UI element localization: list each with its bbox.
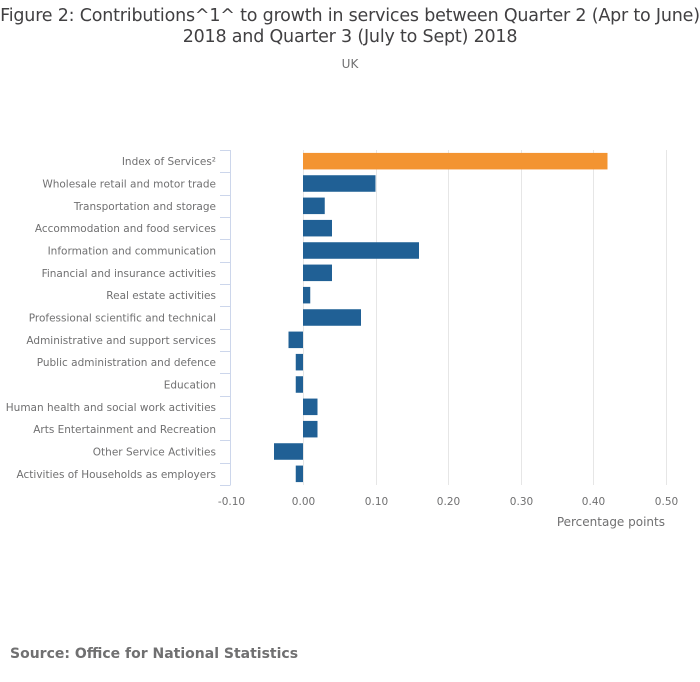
bar bbox=[303, 197, 325, 215]
x-axis: -0.10 0.00 0.10 0.20 0.30 0.40 0.50 bbox=[218, 496, 678, 508]
category-label: Financial and insurance activities bbox=[42, 268, 216, 280]
category-label: Administrative and support services bbox=[26, 335, 216, 347]
category-label: Transportation and storage bbox=[73, 201, 216, 213]
category-label: Public administration and defence bbox=[37, 357, 216, 369]
y-axis: Index of Services² Wholesale retail and m… bbox=[6, 150, 231, 486]
bar bbox=[303, 175, 376, 192]
x-tick-label: 0.00 bbox=[292, 496, 315, 508]
bar bbox=[303, 286, 311, 304]
bar bbox=[303, 309, 361, 326]
category-label: Real estate activities bbox=[106, 290, 216, 302]
x-tick-label: 0.50 bbox=[655, 496, 678, 508]
category-label: Index of Services² bbox=[122, 156, 216, 168]
x-tick-label: 0.20 bbox=[437, 496, 460, 508]
bar bbox=[288, 331, 303, 349]
x-axis-title: Percentage points bbox=[557, 515, 665, 529]
category-label: Activities of Households as employers bbox=[17, 469, 216, 481]
chart-title: Figure 2: Contributions^1^ to growth in … bbox=[0, 6, 700, 47]
bar bbox=[274, 443, 303, 460]
category-label: Other Service Activities bbox=[93, 447, 216, 459]
source-note: Source: Office for National Statistics bbox=[10, 646, 299, 662]
bar bbox=[303, 420, 318, 438]
category-label: Education bbox=[164, 380, 216, 392]
bar bbox=[295, 376, 303, 393]
chart-subtitle: UK bbox=[341, 57, 359, 71]
category-label: Wholesale retail and motor trade bbox=[42, 179, 216, 191]
bar bbox=[303, 398, 318, 416]
bar-chart: Index of Services² Wholesale retail and m… bbox=[6, 150, 678, 529]
bar bbox=[303, 152, 608, 170]
category-label: Arts Entertainment and Recreation bbox=[33, 424, 216, 436]
category-label: Information and communication bbox=[48, 246, 216, 258]
bar bbox=[303, 242, 419, 259]
category-label: Human health and social work activities bbox=[6, 402, 216, 414]
category-label: Professional scientific and technical bbox=[29, 313, 216, 325]
bar bbox=[303, 219, 332, 237]
x-tick-label: 0.10 bbox=[365, 496, 388, 508]
x-tick-label: -0.10 bbox=[218, 496, 245, 508]
bar bbox=[295, 353, 303, 371]
bar bbox=[303, 264, 332, 282]
bars bbox=[274, 152, 608, 483]
x-tick-label: 0.30 bbox=[510, 496, 533, 508]
category-label: Accommodation and food services bbox=[35, 223, 216, 235]
bar bbox=[295, 465, 303, 483]
x-tick-label: 0.40 bbox=[582, 496, 605, 508]
